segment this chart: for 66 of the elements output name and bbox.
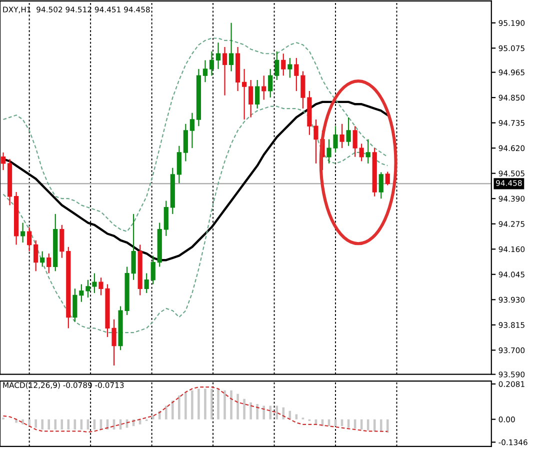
bar [164, 406, 168, 420]
candlestick [340, 123, 344, 149]
bar [22, 419, 24, 424]
bar [276, 406, 278, 420]
candlestick [281, 53, 286, 76]
candlestick [92, 272, 97, 294]
candlestick [378, 172, 384, 200]
bar [269, 406, 272, 420]
candlestick [242, 68, 247, 120]
candlestick [164, 200, 168, 236]
bar [60, 419, 64, 430]
bar [184, 392, 187, 420]
bar [217, 388, 220, 420]
candlestick [202, 60, 208, 83]
candlestick [46, 252, 52, 274]
candlestick [222, 46, 228, 96]
bar [178, 396, 180, 420]
bar [282, 407, 285, 420]
candlestick [40, 250, 45, 268]
candlestick [20, 222, 26, 244]
candlestick [352, 126, 358, 158]
bar [256, 404, 258, 420]
candlestick [274, 50, 280, 81]
candlestick [86, 279, 90, 298]
candlestick [79, 284, 84, 302]
bar [243, 398, 246, 420]
bar [386, 419, 389, 433]
bar [172, 400, 174, 420]
candlestick [34, 240, 38, 272]
candlestick [183, 123, 188, 162]
candlestick [176, 145, 182, 184]
candlestick [385, 171, 390, 186]
candlestick [228, 22, 234, 72]
bar [191, 390, 194, 420]
candlestick [300, 70, 306, 110]
line-series [2, 38, 388, 232]
bar [48, 419, 50, 430]
candlestick [248, 79, 254, 118]
candlestick [359, 143, 364, 162]
bar [230, 390, 232, 420]
bar [198, 388, 200, 420]
bar [250, 402, 252, 420]
bar [224, 390, 226, 420]
bar [204, 388, 206, 420]
candlestick [60, 224, 64, 258]
bar [34, 419, 37, 428]
bar [210, 388, 213, 420]
bar [295, 414, 298, 420]
candlestick [72, 288, 78, 322]
candlestick [216, 42, 221, 70]
candlestick [190, 112, 194, 149]
candlestick [262, 75, 266, 100]
candlestick [209, 50, 214, 76]
candlestick [294, 57, 299, 92]
candlestick [144, 272, 149, 294]
bar [15, 419, 18, 423]
candlestick [366, 138, 370, 164]
candlestick [288, 57, 292, 78]
candlestick [268, 68, 273, 98]
bar [236, 394, 239, 420]
bar [54, 419, 57, 430]
candlestick [346, 116, 351, 146]
candlestick [0, 152, 6, 171]
bar [41, 419, 44, 430]
bar [262, 406, 265, 420]
candlestick [255, 79, 260, 110]
